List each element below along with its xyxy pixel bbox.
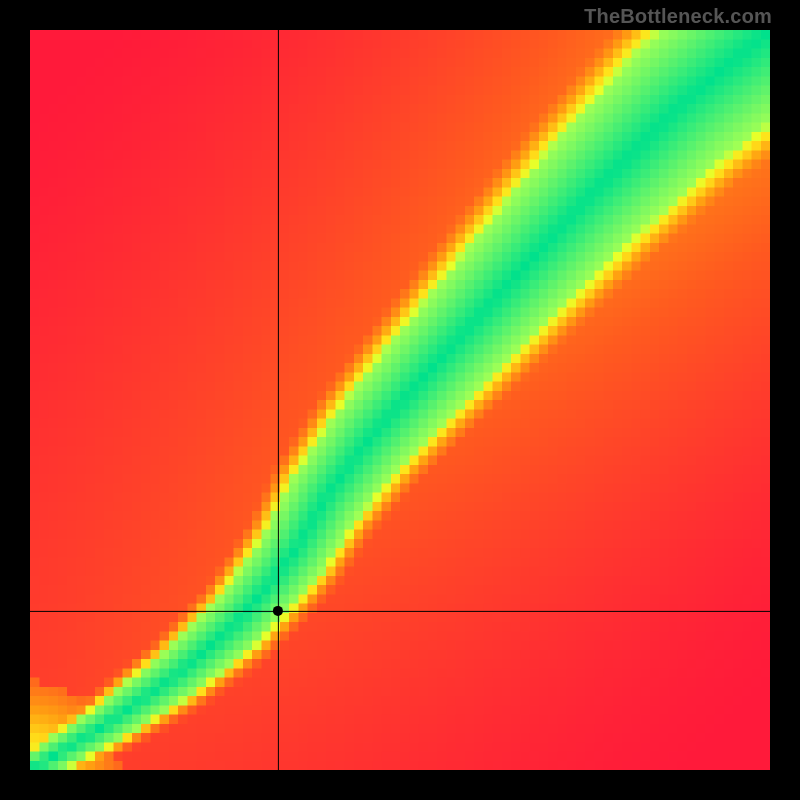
- watermark-text: TheBottleneck.com: [584, 6, 772, 29]
- chart-container: { "watermark": { "text": "TheBottleneck.…: [0, 0, 800, 800]
- crosshair-overlay: [30, 30, 770, 770]
